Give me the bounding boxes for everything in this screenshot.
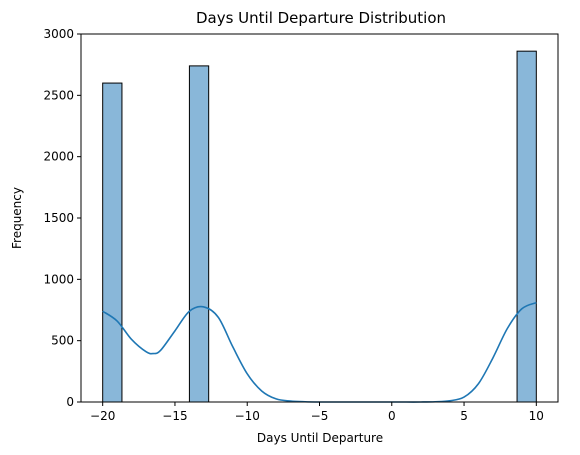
- x-axis-ticks: −20 −15 −10 −5 0 5 10: [90, 402, 544, 423]
- y-tick-label: 3000: [43, 27, 74, 41]
- y-tick-label: 500: [51, 334, 74, 348]
- x-tick-label: −15: [162, 409, 187, 423]
- bars-layer: [102, 50, 537, 403]
- histogram-bar: [188, 65, 210, 403]
- y-axis-ticks: 0 500 1000 1500 2000 2500 3000: [43, 27, 81, 409]
- y-tick-label: 0: [66, 395, 74, 409]
- histogram-bar: [516, 50, 537, 403]
- histogram-bar: [102, 82, 123, 403]
- y-axis-label: Frequency: [10, 187, 24, 249]
- y-tick-label: 1500: [43, 211, 74, 225]
- kde-curve: [102, 301, 537, 403]
- x-tick-label: 10: [529, 409, 544, 423]
- y-tick-label: 1000: [43, 272, 74, 286]
- y-tick-label: 2500: [43, 88, 74, 102]
- x-tick-label: −5: [311, 409, 329, 423]
- chart-title: Days Until Departure Distribution: [196, 9, 446, 27]
- x-tick-label: 5: [460, 409, 468, 423]
- x-tick-label: −10: [235, 409, 260, 423]
- x-tick-label: 0: [388, 409, 396, 423]
- x-tick-label: −20: [90, 409, 115, 423]
- x-axis-label: Days Until Departure: [257, 431, 383, 445]
- y-tick-label: 2000: [43, 150, 74, 164]
- plot-frame: [80, 33, 559, 403]
